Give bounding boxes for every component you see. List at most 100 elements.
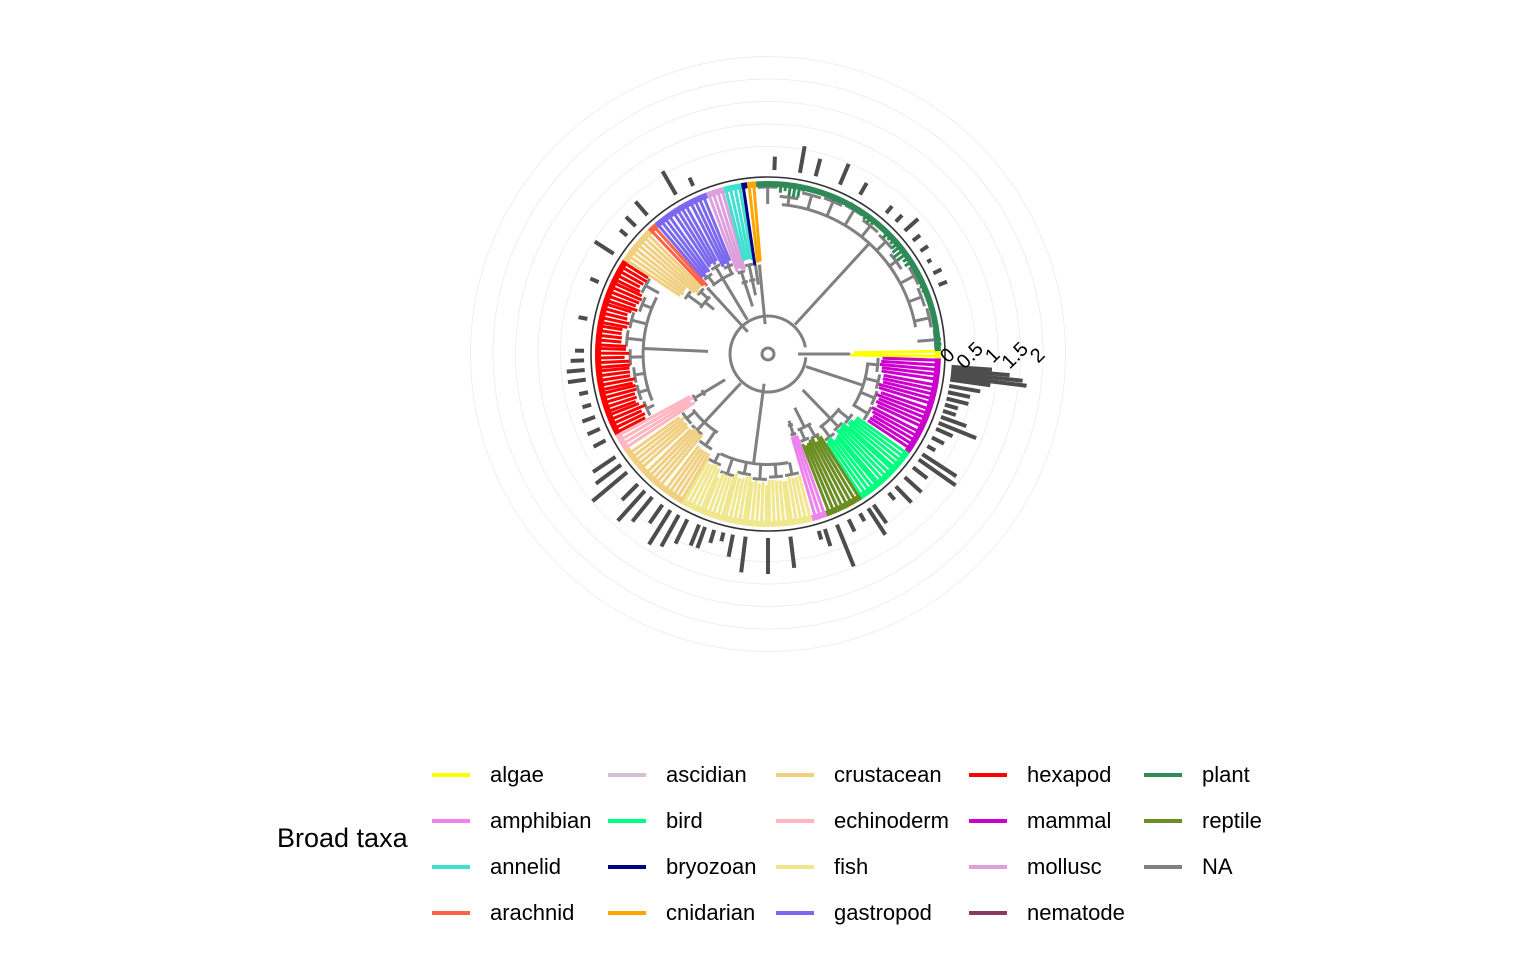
tree-tip-branch <box>648 227 705 287</box>
tree-branch <box>713 452 721 463</box>
tree-tip-branch <box>737 476 749 524</box>
trait-bar <box>949 377 991 388</box>
tree-branch <box>744 262 754 268</box>
tree-tip-branch <box>853 418 906 460</box>
trait-bar <box>919 244 930 253</box>
tree-branch <box>759 281 767 325</box>
tree-branch <box>758 464 763 480</box>
tree-tip-branch <box>607 289 640 305</box>
clade-bryozoan-band <box>740 182 748 190</box>
tree-tip-branch <box>608 403 646 422</box>
tree-tip-branch <box>880 391 932 411</box>
legend-item: fish <box>776 844 969 890</box>
tree-tip-branch <box>806 442 841 512</box>
clade-plant-band <box>755 181 941 352</box>
tree-branch <box>643 347 709 353</box>
tree-tip-branch <box>791 477 803 524</box>
legend-label: plant <box>1202 762 1250 787</box>
tree-branch <box>859 390 876 400</box>
trait-bar <box>903 217 920 233</box>
tree-branch <box>710 263 721 271</box>
trait-bar <box>591 455 617 474</box>
tree-branch <box>737 470 752 477</box>
trait-bar <box>917 457 957 487</box>
tree-tip-branch <box>882 356 940 362</box>
tree-tip-branch <box>882 380 936 397</box>
grid-circle <box>492 78 1044 630</box>
trait-bar <box>788 536 797 569</box>
tree-tip-branch <box>612 277 641 294</box>
clade-reptile-band <box>825 494 863 517</box>
tree-tip-branch <box>733 184 751 260</box>
trait-bar <box>594 463 623 486</box>
tree-branch <box>833 421 844 432</box>
tree-branch <box>690 424 704 436</box>
tree-branch <box>914 316 930 323</box>
tree-tip-branch <box>871 410 920 439</box>
trait-bar <box>633 200 649 217</box>
legend-key-swatch <box>1144 773 1182 777</box>
trait-bar <box>887 491 897 501</box>
trait-bar <box>816 530 824 541</box>
tree-tip-branch <box>867 419 913 451</box>
trait-bar <box>940 415 967 429</box>
tree-branch <box>714 266 724 280</box>
tree-tip-branch <box>641 234 701 291</box>
tree-branch <box>829 417 840 428</box>
trait-bar <box>726 534 735 558</box>
tree-branch <box>781 203 918 328</box>
tree-tip-branch <box>623 401 696 450</box>
legend-item: gastropod <box>776 890 969 936</box>
tree-tip-branch <box>787 476 799 524</box>
tree-branch <box>925 308 933 328</box>
tree-tip-branch <box>626 253 685 296</box>
tree-branch <box>698 439 713 451</box>
trait-bar <box>616 489 647 523</box>
trait-bar <box>647 508 673 546</box>
tree-tip-branch <box>792 435 823 519</box>
legend-item: arachnid <box>432 890 608 936</box>
tree-tip-branch <box>690 464 715 509</box>
tree-tip-branch <box>883 373 938 387</box>
tree-branch <box>784 471 800 478</box>
tree-tip-branch <box>752 182 762 262</box>
trait-bar <box>630 495 654 523</box>
tree-tip-branch <box>614 416 646 435</box>
tree-tip-branch <box>643 428 692 476</box>
tree-tip-branch <box>836 433 882 486</box>
tree-tip-branch <box>784 480 794 525</box>
tree-tip-branch <box>633 420 685 464</box>
tree-root <box>760 346 776 362</box>
trait-bar <box>951 368 1010 378</box>
tree-tip-branch <box>881 369 939 381</box>
tree-branch <box>748 278 756 283</box>
tree-tip-branch <box>741 183 757 266</box>
clade-amphibian-band <box>811 510 828 522</box>
tree-branch <box>719 470 735 478</box>
tree-tip-branch <box>632 245 687 290</box>
tree-tip-branch <box>600 384 636 396</box>
legend-label: mammal <box>1027 808 1112 833</box>
tree-tip-branch <box>878 386 934 406</box>
trait-bar <box>673 518 690 545</box>
legend-label: annelid <box>490 854 561 879</box>
tree-tip-branch <box>742 476 753 525</box>
tree-branch <box>810 432 820 440</box>
tree-branch <box>837 408 850 420</box>
tree-tip-branch <box>639 425 689 471</box>
tree-branch <box>800 436 810 443</box>
tree-branch <box>899 274 915 285</box>
legend-item: hexapod <box>969 752 1144 798</box>
trait-bar <box>624 215 638 228</box>
legend-key-swatch <box>969 773 1007 777</box>
tree-tip-branch <box>657 433 704 489</box>
trait-bar <box>871 503 889 525</box>
tree-tip-branch <box>611 280 643 298</box>
tree-tip-branch <box>675 451 708 501</box>
tree-backbone-arc <box>728 314 808 394</box>
tree-branch <box>686 293 704 307</box>
legend-key-swatch <box>432 911 470 915</box>
tree-tip-branch <box>706 472 726 516</box>
tree-branch <box>779 194 799 201</box>
